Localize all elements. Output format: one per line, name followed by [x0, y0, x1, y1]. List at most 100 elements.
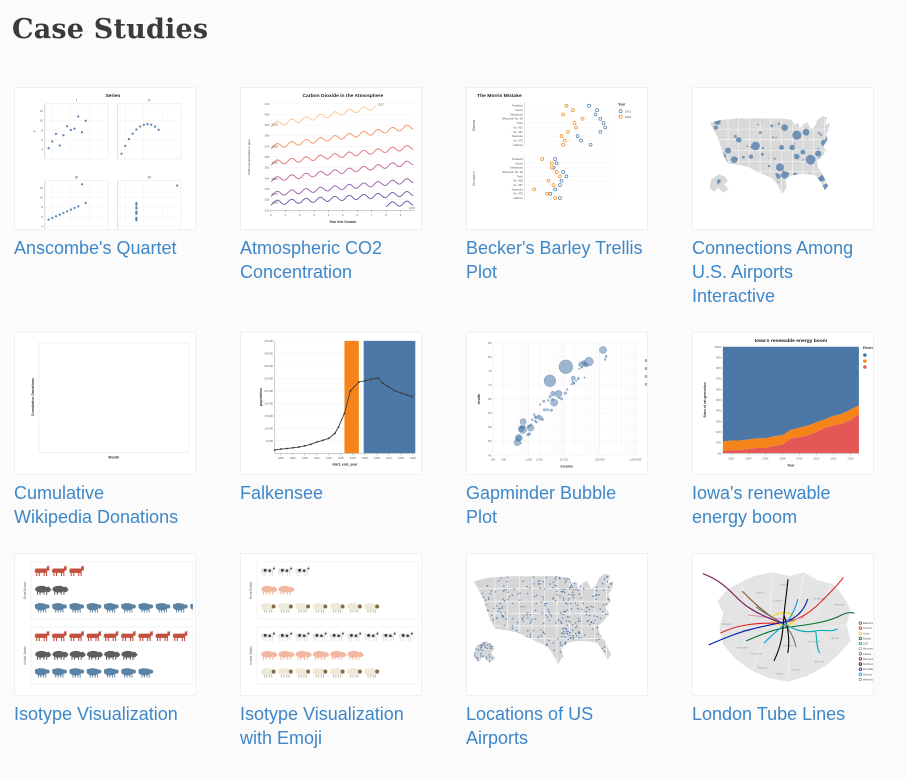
- page-title: Case Studies: [12, 14, 209, 45]
- svg-text:370: 370: [265, 144, 270, 148]
- svg-text:Bexley: Bexley: [831, 636, 839, 640]
- case-study-thumbnail-iowa[interactable]: Iowa's renewable energy boom 0% 10% 20% 30% 4…: [692, 332, 874, 475]
- case-study-thumbnail-isotype[interactable]: Great Britain United States: [14, 553, 196, 696]
- svg-text:2,000: 2,000: [536, 458, 543, 462]
- svg-text:Cumulative Donations: Cumulative Donations: [31, 378, 35, 416]
- svg-text:Bakerloo: Bakerloo: [863, 621, 873, 625]
- case-study-link-iowa[interactable]: Iowa's renewable energy boom: [692, 483, 831, 527]
- svg-text:100%: 100%: [714, 345, 722, 349]
- svg-text:2000: 2000: [271, 144, 278, 148]
- svg-text:12: 12: [40, 186, 44, 190]
- case-study-link-airports_locations[interactable]: Locations of US Airports: [466, 704, 594, 748]
- svg-text:2010: 2010: [796, 457, 803, 461]
- svg-text:Glabron: Glabron: [513, 143, 523, 147]
- case-study-card-iowa: Iowa's renewable energy boom 0% 10% 20% 30% 4…: [692, 332, 874, 529]
- case-study-card-isotype: Great Britain United States Isotype Visual…: [14, 553, 196, 750]
- svg-text:1,000: 1,000: [525, 458, 532, 462]
- svg-text:Year into Decade: Year into Decade: [329, 220, 356, 224]
- case-study-thumbnail-isotype_emoji[interactable]: Great Britain United States: [240, 553, 422, 696]
- svg-text:Great Britain: Great Britain: [23, 581, 27, 599]
- case-study-link-isotype[interactable]: Isotype Visualization: [14, 704, 178, 724]
- case-study-link-gapminder[interactable]: Gapminder Bubble Plot: [466, 483, 617, 527]
- svg-text:1932: 1932: [625, 115, 632, 119]
- svg-text:20,000: 20,000: [264, 401, 273, 405]
- svg-text:30,000: 30,000: [264, 376, 273, 380]
- chart-thumbnail-svg: 45 50 55 60 65 70 75 80 85 100 200 1,000 2,000 10,000…: [477, 341, 647, 469]
- svg-text:1930: 1930: [338, 456, 344, 460]
- case-study-thumbnail-tube[interactable]: Enfield Barnet Havering Redbridge Hillingdon…: [692, 553, 874, 696]
- case-study-link-wikipedia[interactable]: Cumulative Wikipedia Donations: [14, 483, 179, 527]
- case-study-link-airports_connections[interactable]: Connections Among U.S. Airports Interact…: [692, 238, 854, 306]
- svg-text:2014: 2014: [830, 457, 837, 461]
- svg-text:10: 10: [40, 196, 44, 200]
- svg-text:Manchuria: Manchuria: [510, 112, 523, 116]
- svg-text:80: 80: [488, 355, 492, 359]
- case-study-thumbnail-airports_locations[interactable]: [466, 553, 648, 696]
- case-study-link-barley[interactable]: Becker's Barley Trellis Plot: [466, 238, 643, 282]
- svg-text:1,000,000: 1,000,000: [629, 458, 642, 462]
- case-study-thumbnail-co2[interactable]: Carbon Dioxide in the Atmosphere 310 320 33…: [240, 87, 422, 230]
- svg-text:1960: 1960: [374, 456, 380, 460]
- case-study-thumbnail-barley[interactable]: The Morris Mistake Waseca Peatland Velvet Ma…: [466, 87, 648, 230]
- svg-text:5: 5: [342, 213, 344, 217]
- svg-text:60%: 60%: [716, 387, 722, 391]
- case-study-card-falkensee: 5,000 10,000 15,000 20,000 25,000 30,000 35,00…: [240, 332, 422, 529]
- svg-text:85: 85: [488, 341, 492, 345]
- case-study-link-anscombe[interactable]: Anscombe's Quartet: [14, 238, 177, 258]
- svg-text:2008: 2008: [779, 457, 786, 461]
- svg-text:2006: 2006: [762, 457, 769, 461]
- svg-text:Victoria: Victoria: [863, 672, 872, 676]
- case-study-thumbnail-wikipedia[interactable]: Cumulative Donations Month: [14, 332, 196, 475]
- svg-text:330: 330: [265, 187, 270, 191]
- chart-thumbnail-svg: [473, 573, 614, 665]
- case-study-thumbnail-gapminder[interactable]: 45 50 55 60 65 70 75 80 85 100 200 1,000 2,000 10,000…: [466, 332, 648, 475]
- case-study-thumbnail-falkensee[interactable]: 5,000 10,000 15,000 20,000 25,000 30,000 35,00…: [240, 332, 422, 475]
- svg-text:Bromley: Bromley: [815, 659, 825, 663]
- svg-text:6: 6: [41, 138, 43, 142]
- svg-text:Share of net generation: Share of net generation: [703, 382, 707, 417]
- case-study-link-tube[interactable]: London Tube Lines: [692, 704, 846, 724]
- svg-text:Piccadilly: Piccadilly: [863, 667, 873, 671]
- svg-text:III: III: [75, 176, 78, 180]
- svg-text:1980: 1980: [398, 456, 404, 460]
- svg-text:200: 200: [501, 458, 506, 462]
- case-study-thumbnail-anscombe[interactable]: Series Y I 4 6 8 10 12 II III 4 6 8 10 12 IV: [14, 87, 196, 230]
- svg-text:2010: 2010: [271, 123, 278, 127]
- svg-text:Barnet: Barnet: [757, 590, 765, 594]
- svg-text:7: 7: [371, 213, 373, 217]
- svg-text:Sutton: Sutton: [776, 671, 784, 675]
- svg-text:Trebi: Trebi: [517, 174, 523, 178]
- svg-text:Hammersmith: Hammersmith: [863, 647, 873, 651]
- case-study-link-falkensee[interactable]: Falkensee: [240, 483, 324, 503]
- svg-text:Year: Year: [787, 464, 795, 468]
- svg-text:1980: 1980: [271, 177, 278, 181]
- svg-text:1940: 1940: [350, 456, 356, 460]
- svg-text:Ealing: Ealing: [743, 628, 751, 632]
- svg-text:50%: 50%: [716, 398, 722, 402]
- svg-text:2017: 2017: [377, 103, 384, 107]
- svg-text:40%: 40%: [716, 409, 722, 413]
- case-study-thumbnail-airports_connections[interactable]: [692, 87, 874, 230]
- svg-text:population: population: [259, 388, 263, 406]
- svg-text:No. 475: No. 475: [513, 138, 523, 142]
- svg-text:Trebi: Trebi: [517, 121, 523, 125]
- case-study-link-isotype_emoji[interactable]: Isotype Visualization with Emoji: [240, 704, 404, 748]
- svg-text:80%: 80%: [716, 366, 722, 370]
- svg-text:Crookston: Crookston: [472, 171, 476, 186]
- svg-text:Havering: Havering: [834, 602, 845, 606]
- svg-text:Circle: Circle: [863, 631, 870, 635]
- svg-text:20%: 20%: [716, 430, 722, 434]
- chart-thumbnail-svg: Iowa's renewable energy boom 0% 10% 20% 30% 4…: [703, 338, 873, 468]
- case-study-grid: Series Y I 4 6 8 10 12 II III 4 6 8 10 12 IV Anscombe's …: [0, 87, 906, 750]
- case-study-link-co2[interactable]: Atmospheric CO2 Concentration: [240, 238, 383, 282]
- chart-thumbnail-svg: The Morris MistakeWasecaPeatlandVelvetMa…: [472, 93, 632, 201]
- svg-text:health: health: [477, 394, 481, 405]
- svg-text:Glabron: Glabron: [513, 196, 523, 200]
- svg-text:1890: 1890: [290, 456, 296, 460]
- svg-text:Jubilee: Jubilee: [863, 652, 872, 656]
- svg-text:No. 457: No. 457: [513, 130, 523, 134]
- svg-text:10: 10: [40, 119, 44, 123]
- svg-text:1990: 1990: [271, 161, 278, 165]
- case-study-card-airports_locations: Locations of US Airports: [466, 553, 648, 750]
